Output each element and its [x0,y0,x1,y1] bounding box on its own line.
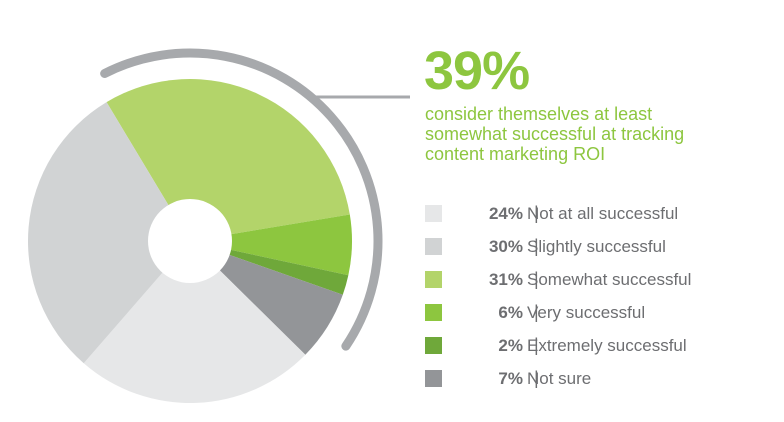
legend-swatch [425,337,442,354]
pie-slice [28,102,190,364]
legend-item: 24% | Not at all successful [425,203,765,238]
legend-swatch [425,370,442,387]
legend-item: 2% | Extremely successful [425,335,765,370]
caption-line: content marketing ROI [425,144,606,164]
pie-slice [190,214,352,276]
highlight-arc [100,48,383,351]
legend-swatch [425,205,442,222]
pie-slice [106,79,350,241]
legend-percentage: 6% [498,303,523,322]
legend-separator: | [534,335,539,355]
pie-slice [83,241,306,403]
legend-label: Not sure [527,369,592,388]
legend-item: 6% | Very successful [425,302,765,337]
legend-swatch [425,238,442,255]
highlight-percentage: 39% [424,41,530,101]
legend-percentage: 30% [488,237,523,256]
legend: 24% | Not at all successful 30% | Slightly su… [425,203,765,403]
legend-item: 31% | Somewhat successful [425,269,765,304]
pie-slices [28,79,352,403]
legend-label: Extremely successful [527,336,687,355]
legend-separator: | [534,368,539,388]
legend-separator: | [534,269,539,289]
legend-percentage: 7% [498,369,523,388]
legend-separator: | [534,302,539,322]
pie-slice [190,241,343,355]
legend-label: Slightly successful [527,237,666,256]
legend-percentage: 24% [488,204,523,223]
legend-item: 30% | Slightly successful [425,236,765,271]
caption-line: somewhat successful at tracking [425,124,685,144]
legend-separator: | [534,203,539,223]
legend-swatch [425,271,442,288]
donut-hole [148,199,232,283]
legend-separator: | [534,236,539,256]
legend-label: Somewhat successful [527,270,692,289]
legend-percentage: 2% [498,336,523,355]
legend-item: 7% | Not sure [425,368,765,403]
legend-swatch [425,304,442,321]
legend-label: Very successful [527,303,646,322]
legend-percentage: 31% [488,270,523,289]
caption-line: consider themselves at least [425,104,653,124]
highlight-caption: consider themselves at least somewhat su… [425,104,745,164]
legend-label: Not at all successful [527,204,679,223]
